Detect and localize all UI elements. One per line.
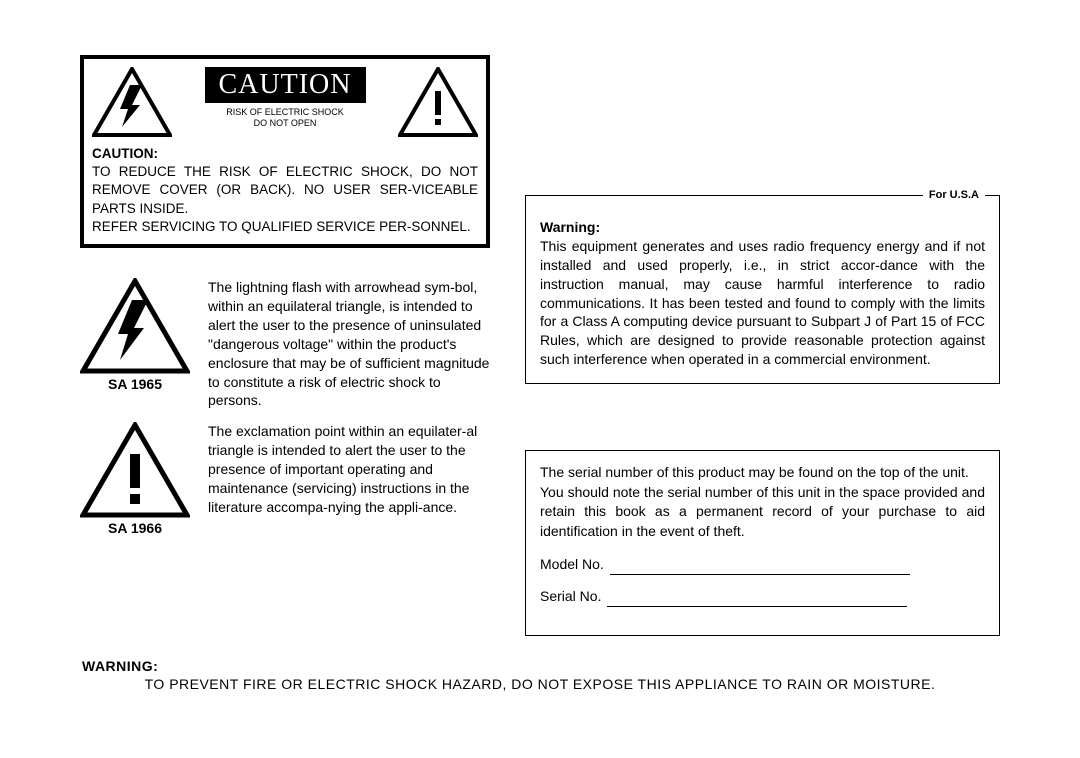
symbol-row-bolt: SA 1965 The lightning flash with arrowhe… (80, 278, 490, 410)
bolt-triangle-icon (92, 67, 172, 137)
exclaim-symbol-col: SA 1966 (80, 422, 190, 536)
symbol-row-exclaim: SA 1966 The exclamation point within an … (80, 422, 490, 536)
caution-box: CAUTION RISK OF ELECTRIC SHOCK DO NOT OP… (80, 55, 490, 248)
exclaim-triangle-icon (398, 67, 478, 137)
serial-no-field[interactable] (607, 593, 907, 607)
exclaim-triangle-large-icon (80, 422, 190, 518)
serial-box: The serial number of this product may be… (525, 450, 1000, 636)
caution-body: CAUTION: TO REDUCE THE RISK OF ELECTRIC … (92, 145, 478, 236)
serial-no-label: Serial No. (540, 587, 601, 607)
caution-body-header: CAUTION: (92, 146, 158, 161)
caution-body-p1: TO REDUCE THE RISK OF ELECTRIC SHOCK, DO… (92, 164, 478, 215)
bolt-triangle-large-icon (80, 278, 190, 374)
model-no-label: Model No. (540, 555, 604, 575)
warning-text: TO PREVENT FIRE OR ELECTRIC SHOCK HAZARD… (145, 676, 936, 692)
bolt-code: SA 1965 (108, 376, 162, 392)
serial-no-line: Serial No. (540, 587, 985, 607)
caution-subtitle: RISK OF ELECTRIC SHOCK DO NOT OPEN (226, 107, 344, 129)
bolt-text: The lightning flash with arrowhead sym-b… (208, 278, 490, 410)
caution-sub-line1: RISK OF ELECTRIC SHOCK (226, 107, 344, 117)
usa-legend: For U.S.A (923, 188, 985, 203)
warning-header: WARNING: (82, 658, 1000, 674)
symbol-explanations: SA 1965 The lightning flash with arrowhe… (80, 278, 490, 536)
usa-body: This equipment generates and uses radio … (540, 238, 985, 367)
caution-title: CAUTION (205, 67, 366, 103)
model-no-line: Model No. (540, 555, 985, 575)
bolt-symbol-col: SA 1965 (80, 278, 190, 410)
exclaim-text: The exclamation point within an equilate… (208, 422, 490, 536)
usa-warning-box: For U.S.A Warning: This equipment genera… (525, 195, 1000, 384)
safety-page: CAUTION RISK OF ELECTRIC SHOCK DO NOT OP… (80, 55, 1000, 548)
serial-fields: Model No. Serial No. (540, 555, 985, 606)
serial-p2: You should note the serial number of thi… (540, 484, 985, 539)
caution-body-p2: REFER SERVICING TO QUALIFIED SERVICE PER… (92, 219, 471, 234)
caution-title-block: CAUTION RISK OF ELECTRIC SHOCK DO NOT OP… (180, 67, 390, 129)
serial-p1: The serial number of this product may be… (540, 464, 969, 480)
usa-header: Warning: (540, 219, 600, 235)
model-no-field[interactable] (610, 561, 910, 575)
caution-top-row: CAUTION RISK OF ELECTRIC SHOCK DO NOT OP… (92, 67, 478, 137)
exclaim-code: SA 1966 (108, 520, 162, 536)
caution-sub-line2: DO NOT OPEN (254, 118, 317, 128)
bottom-warning: WARNING: TO PREVENT FIRE OR ELECTRIC SHO… (80, 658, 1000, 692)
